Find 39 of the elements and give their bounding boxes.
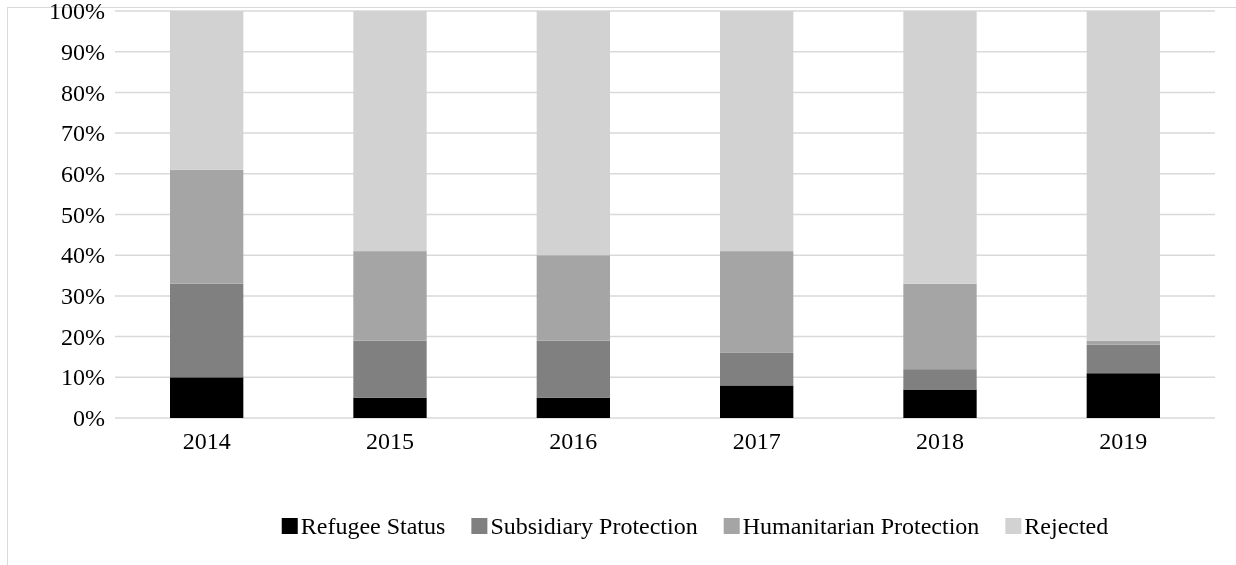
bar [903,283,977,370]
bar [1086,340,1160,345]
y-tick-label: 60% [61,160,105,187]
bar [536,255,610,341]
legend-label: Subsidiary Protection [490,513,698,539]
bar [903,389,977,418]
y-tick-label: 90% [61,38,105,65]
bar [720,385,794,418]
bar [1086,344,1160,374]
bar [536,340,610,398]
y-tick-label: 70% [61,120,105,147]
bar [170,377,244,418]
x-tick-label: 2017 [732,428,781,455]
bar [1086,373,1160,418]
x-tick-label: 2019 [1099,428,1148,455]
y-tick-label: 20% [61,323,105,350]
bar [170,169,244,284]
y-tick-label: 30% [61,283,105,310]
y-tick-label: 0% [73,405,105,432]
bar [353,340,427,398]
legend-label: Humanitarian Protection [742,513,980,539]
bar [170,283,244,378]
bar [536,397,610,418]
bar [353,397,427,418]
y-tick-label: 100% [49,0,105,25]
x-tick-label: 2014 [182,428,231,455]
legend-label: Refugee Status [300,513,446,539]
bar [903,369,977,390]
y-tick-label: 40% [61,242,105,269]
bar [353,251,427,341]
legend-label: Rejected [1024,513,1109,539]
bar [720,251,794,353]
x-tick-label: 2015 [366,428,414,455]
x-tick-label: 2018 [916,428,964,455]
y-tick-label: 50% [61,201,105,228]
y-tick-label: 80% [61,79,105,106]
bar [720,352,794,386]
x-tick-label: 2016 [549,428,598,455]
y-tick-label: 10% [61,364,105,391]
